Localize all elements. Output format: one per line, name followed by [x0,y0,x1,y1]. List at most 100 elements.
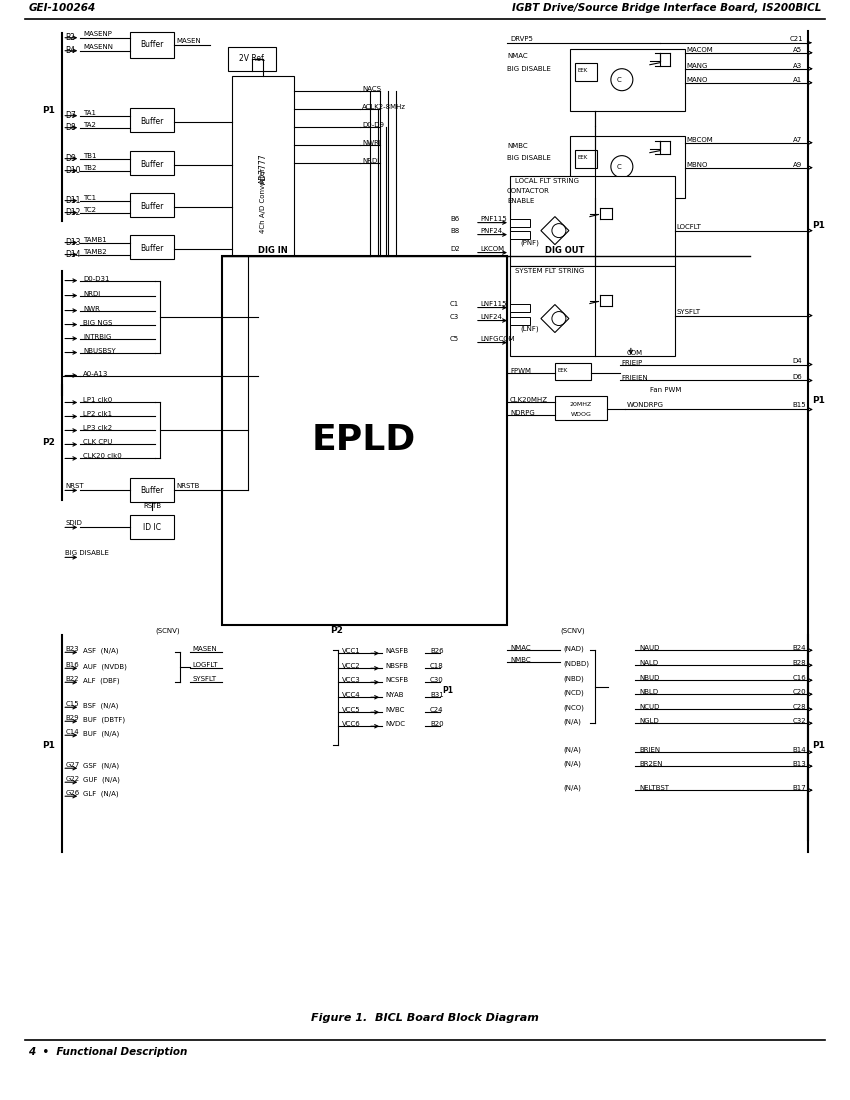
Text: NMAC: NMAC [510,646,530,651]
Text: C: C [616,77,621,82]
Text: (N/A): (N/A) [563,785,581,792]
Text: TAMB1: TAMB1 [83,236,107,243]
Text: RSTB: RSTB [143,504,162,509]
Text: Fan PWM: Fan PWM [650,387,681,394]
Text: NVBC: NVBC [385,707,405,713]
Text: C1: C1 [450,300,459,307]
Bar [130,151,174,175]
Text: C15: C15 [65,702,79,707]
Text: B23: B23 [65,647,79,652]
Text: NRST: NRST [65,483,84,490]
Text: 4Ch A/D Converter: 4Ch A/D Converter [260,168,266,233]
Text: NRDI: NRDI [83,290,100,297]
Bar [130,478,174,503]
Text: A7: A7 [793,136,802,143]
Text: C: C [616,164,621,169]
Text: P2: P2 [42,438,55,447]
Text: D9: D9 [65,154,76,163]
Text: NMBC: NMBC [510,658,530,663]
Text: B15: B15 [793,403,807,408]
Text: P1: P1 [812,221,824,230]
Text: 4  •  Functional Description: 4 • Functional Description [28,1047,188,1057]
Text: C3: C3 [450,314,459,319]
Text: B20: B20 [430,722,444,727]
Text: MASEN: MASEN [192,647,217,652]
Text: D6: D6 [793,374,802,379]
Text: MASENN: MASENN [83,44,113,50]
Text: NCSFB: NCSFB [385,678,408,683]
Text: A3: A3 [793,63,802,68]
Text: CLK CPU: CLK CPU [83,440,112,446]
Text: C5: C5 [450,336,459,341]
Text: C20: C20 [793,690,807,695]
Text: NBSFB: NBSFB [385,663,408,669]
Text: BSF  (N/A): BSF (N/A) [83,702,119,708]
Text: NASFB: NASFB [385,648,408,654]
Text: C30: C30 [430,678,444,683]
Text: A5: A5 [793,46,802,53]
Text: GEI-100264: GEI-100264 [28,3,95,13]
Text: P1: P1 [812,396,824,405]
Bar [555,363,591,381]
Text: B6: B6 [450,216,459,221]
Bar [570,48,685,111]
Text: VCC2: VCC2 [342,663,360,669]
Text: VCC4: VCC4 [342,692,360,698]
Text: A9: A9 [793,162,802,167]
Bar [130,32,174,57]
Text: D13: D13 [65,238,81,248]
Text: GUF  (N/A): GUF (N/A) [83,777,120,783]
Bar [222,255,507,625]
Bar [510,304,530,311]
Text: ASF  (N/A): ASF (N/A) [83,647,119,653]
Text: ALF  (DBF): ALF (DBF) [83,676,120,683]
Text: 20MHZ: 20MHZ [570,402,592,407]
Text: (SCNV): (SCNV) [560,627,585,634]
Text: B13: B13 [793,761,807,767]
Text: A1: A1 [793,77,802,82]
Text: (PNF): (PNF) [520,240,539,245]
Text: WONDRPG: WONDRPG [626,403,664,408]
Text: (NBD): (NBD) [563,675,584,682]
Text: GLF  (N/A): GLF (N/A) [83,791,119,798]
Text: C28: C28 [793,704,807,711]
Text: D12: D12 [65,208,81,217]
Text: NALD: NALD [640,660,659,667]
Text: LP2 clk1: LP2 clk1 [83,411,112,418]
Text: NRSTB: NRSTB [176,483,200,490]
Text: LOGFLT: LOGFLT [192,662,218,669]
Text: D8: D8 [65,123,76,132]
Text: NWR: NWR [83,306,100,311]
Bar [232,76,294,261]
Bar [228,46,276,70]
Text: (N/A): (N/A) [563,747,581,754]
Bar [575,150,597,167]
Text: VCC3: VCC3 [342,678,360,683]
Text: G26: G26 [65,790,80,796]
Text: NBUD: NBUD [640,675,660,681]
Text: P2: P2 [330,626,343,635]
Text: LP3 clk2: LP3 clk2 [83,426,112,431]
Text: TA1: TA1 [83,110,96,115]
Text: TA2: TA2 [83,122,96,128]
Bar [130,234,174,258]
Text: D11: D11 [65,196,81,205]
Text: VCC6: VCC6 [342,722,360,727]
Text: CLK20 clk0: CLK20 clk0 [83,453,122,460]
Text: D2: D2 [450,245,460,252]
Text: DIG IN: DIG IN [258,246,288,255]
Text: MBCOM: MBCOM [687,136,713,143]
Text: B16: B16 [65,662,79,669]
Text: BIG DISABLE: BIG DISABLE [507,66,551,72]
Text: EEK: EEK [558,368,568,373]
Text: C18: C18 [430,663,444,669]
Text: P1: P1 [812,740,824,750]
Bar [510,231,530,239]
Text: BIG NGS: BIG NGS [83,319,112,326]
Text: TB2: TB2 [83,165,97,170]
Text: Buffer: Buffer [140,41,164,50]
Bar [575,63,597,80]
Text: DRVP5: DRVP5 [510,35,533,42]
Text: NYAB: NYAB [385,692,404,698]
Text: (SCNV): (SCNV) [156,627,180,634]
